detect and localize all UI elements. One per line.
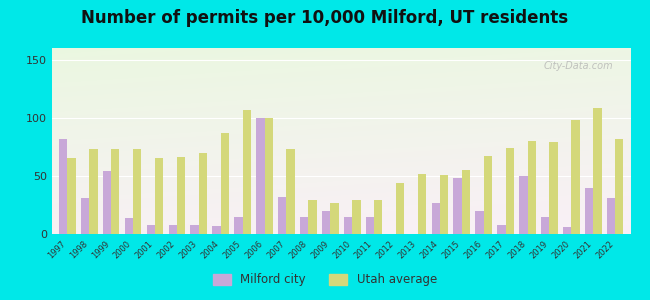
- Bar: [265, 118, 273, 234]
- Bar: [234, 217, 242, 234]
- Bar: [278, 197, 287, 234]
- Bar: [374, 200, 382, 234]
- Legend: Milford city, Utah average: Milford city, Utah average: [209, 269, 441, 291]
- Bar: [366, 217, 374, 234]
- Bar: [352, 200, 361, 234]
- Bar: [111, 149, 120, 234]
- Bar: [563, 227, 571, 234]
- Bar: [541, 217, 549, 234]
- Bar: [256, 118, 265, 234]
- Bar: [528, 141, 536, 234]
- Bar: [89, 149, 98, 234]
- Bar: [103, 171, 111, 234]
- Bar: [593, 108, 602, 234]
- Bar: [155, 158, 163, 234]
- Bar: [571, 120, 580, 234]
- Bar: [322, 211, 330, 234]
- Text: Number of permits per 10,000 Milford, UT residents: Number of permits per 10,000 Milford, UT…: [81, 9, 569, 27]
- Bar: [330, 202, 339, 234]
- Bar: [199, 153, 207, 234]
- Bar: [287, 149, 295, 234]
- Bar: [147, 225, 155, 234]
- Bar: [300, 217, 308, 234]
- Bar: [615, 139, 623, 234]
- Bar: [418, 173, 426, 234]
- Bar: [462, 170, 470, 234]
- Bar: [221, 133, 229, 234]
- Bar: [607, 198, 615, 234]
- Bar: [177, 157, 185, 234]
- Bar: [168, 225, 177, 234]
- Bar: [81, 198, 89, 234]
- Bar: [506, 148, 514, 234]
- Bar: [432, 202, 440, 234]
- Bar: [484, 156, 492, 234]
- Bar: [125, 218, 133, 234]
- Bar: [213, 226, 221, 234]
- Bar: [190, 225, 199, 234]
- Bar: [59, 139, 68, 234]
- Bar: [519, 176, 528, 234]
- Bar: [475, 211, 484, 234]
- Bar: [133, 149, 142, 234]
- Bar: [497, 225, 506, 234]
- Bar: [440, 175, 448, 234]
- Bar: [549, 142, 558, 234]
- Bar: [454, 178, 462, 234]
- Bar: [585, 188, 593, 234]
- Bar: [68, 158, 75, 234]
- Bar: [396, 183, 404, 234]
- Bar: [308, 200, 317, 234]
- Text: City-Data.com: City-Data.com: [543, 61, 613, 71]
- Bar: [344, 217, 352, 234]
- Bar: [242, 110, 251, 234]
